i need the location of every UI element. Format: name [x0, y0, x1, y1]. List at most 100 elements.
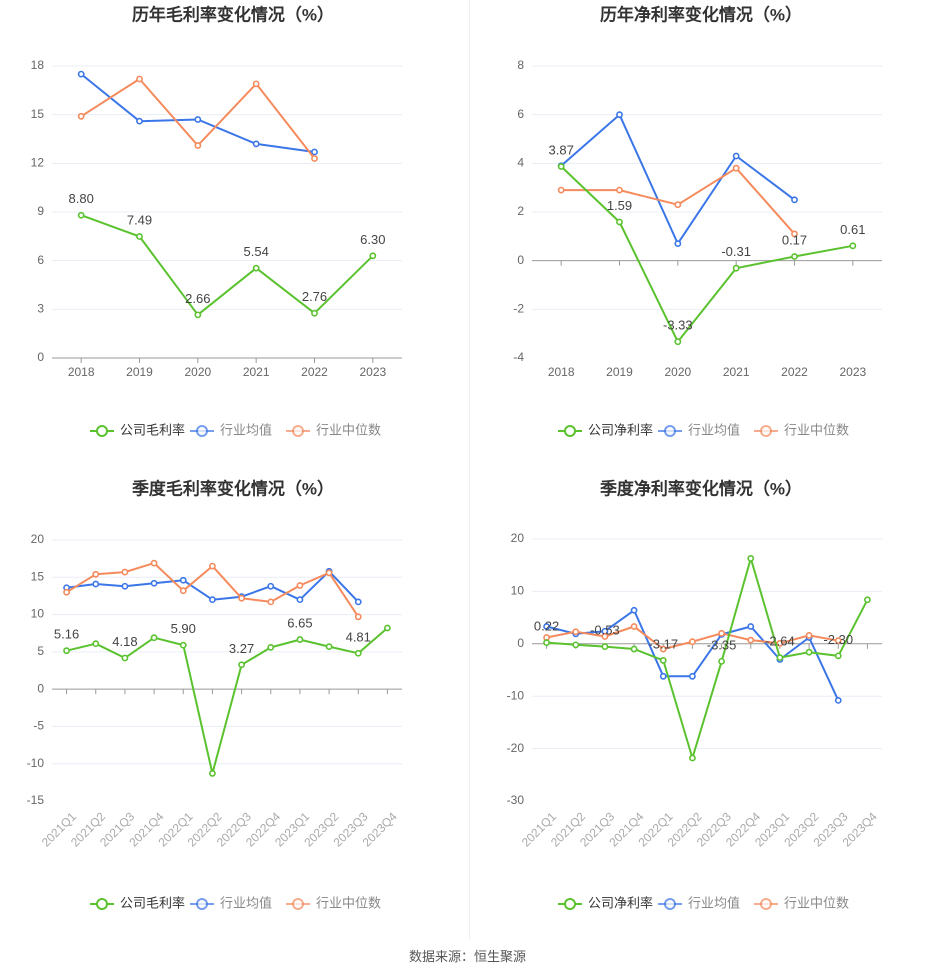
average-series	[63, 567, 362, 606]
data-point	[267, 643, 275, 651]
data-point	[296, 596, 304, 604]
company-series	[543, 554, 871, 762]
data-point	[179, 641, 187, 649]
data-point	[864, 596, 871, 604]
legend: 公司毛利率 行业均值 行业中位数	[90, 895, 381, 910]
series-line	[546, 557, 869, 759]
series-line	[66, 627, 389, 775]
x-tick-label: 2021	[723, 365, 750, 379]
series-line	[80, 214, 374, 316]
x-tick-label: 2023	[839, 365, 866, 379]
legend-marker	[760, 425, 772, 437]
legend: 公司毛利率 行业均值 行业中位数	[90, 422, 381, 437]
data-point	[689, 672, 696, 680]
legend-marker	[96, 898, 108, 910]
panel-divider	[469, 0, 470, 940]
x-tick-label: 2023	[359, 365, 386, 379]
x-tick-label: 2021	[243, 365, 270, 379]
legend-label: 行业中位数	[316, 422, 381, 437]
data-point	[805, 648, 813, 656]
y-tick-label: 20	[31, 532, 45, 546]
legend-label: 公司毛利率	[120, 422, 185, 437]
x-tick-label: 2020	[184, 365, 211, 379]
y-tick-label: 10	[511, 584, 525, 598]
legend-label: 公司净利率	[588, 895, 653, 910]
legend-marker	[664, 898, 676, 910]
data-point	[659, 672, 667, 680]
average-series	[557, 111, 798, 248]
data-point	[674, 240, 682, 248]
data-point	[659, 645, 667, 653]
data-point	[209, 596, 216, 604]
data-point	[369, 252, 377, 260]
data-point	[616, 218, 623, 226]
data-point	[136, 117, 143, 125]
chart-svg: 历年毛利率变化情况（%） 0 3 6 9 12 15 18 2018 2019 2020 2021 20…	[31, 4, 402, 437]
y-tick-label: 0	[37, 350, 44, 364]
data-point	[194, 311, 202, 319]
data-point	[354, 613, 362, 621]
data-label: -3.35	[707, 637, 737, 652]
data-point	[77, 112, 85, 120]
chart-title: 历年净利率变化情况（%）	[600, 4, 802, 24]
median-series	[77, 75, 318, 162]
data-label: 5.54	[244, 244, 269, 259]
data-point	[601, 633, 609, 640]
y-tick-label: 15	[31, 107, 45, 121]
legend-label: 行业均值	[688, 422, 740, 437]
data-point	[77, 211, 85, 219]
data-point	[150, 559, 158, 567]
data-point	[732, 164, 740, 172]
chart-quarterly-net-margin: 季度净利率变化情况（%） -30 -20 -10 0 10 20 2021Q1 2021Q2 20…	[468, 470, 935, 940]
y-tick-label: 5	[37, 644, 44, 658]
y-tick-label: 6	[517, 107, 524, 121]
data-label: 1.59	[607, 198, 632, 213]
data-point	[572, 628, 580, 636]
data-point	[325, 643, 333, 651]
data-label: 6.65	[287, 616, 312, 631]
data-point	[136, 75, 143, 83]
data-point	[791, 196, 798, 204]
data-label: 7.49	[127, 212, 152, 227]
x-tick-label: 2019	[126, 365, 153, 379]
data-label: 4.18	[112, 634, 137, 649]
data-point	[732, 152, 740, 160]
average-series	[543, 606, 842, 704]
data-point	[267, 598, 275, 606]
chart-svg: 历年净利率变化情况（%） -4 -2 0 2 4 6 8 2018 2019 2020 2021 202…	[513, 4, 882, 437]
data-point	[311, 148, 318, 156]
data-point	[92, 580, 100, 588]
data-label: 5.16	[54, 627, 79, 642]
series-line	[66, 562, 360, 618]
y-tick-label: 0	[517, 253, 524, 267]
data-point	[136, 233, 143, 240]
median-series	[543, 623, 842, 653]
legend-marker	[196, 425, 208, 437]
data-point	[543, 623, 550, 630]
data-point	[630, 645, 638, 653]
chart-svg: 季度净利率变化情况（%）-30-20-10010202021Q12021Q220…	[507, 478, 882, 910]
data-label: 4.81	[346, 629, 371, 644]
data-point	[92, 570, 100, 578]
data-point	[747, 554, 755, 562]
y-tick-label: -20	[507, 741, 525, 755]
data-point	[238, 661, 245, 669]
data-label: -3.17	[648, 636, 678, 651]
legend-label: 行业均值	[220, 895, 272, 910]
data-point	[747, 636, 755, 644]
data-point	[689, 754, 696, 762]
y-tick-label: 20	[511, 531, 525, 545]
legend-label: 行业均值	[220, 422, 272, 437]
data-point	[718, 657, 725, 665]
data-point	[805, 632, 813, 639]
data-point	[194, 142, 202, 149]
data-point	[572, 641, 580, 649]
y-tick-label: -5	[33, 719, 44, 733]
data-point	[194, 116, 202, 123]
y-tick-label: 15	[31, 569, 45, 583]
legend: 公司净利率 行业均值 行业中位数	[558, 895, 849, 910]
legend-marker	[196, 898, 208, 910]
company-series	[557, 163, 857, 346]
data-point	[354, 649, 362, 657]
data-point	[834, 696, 842, 704]
